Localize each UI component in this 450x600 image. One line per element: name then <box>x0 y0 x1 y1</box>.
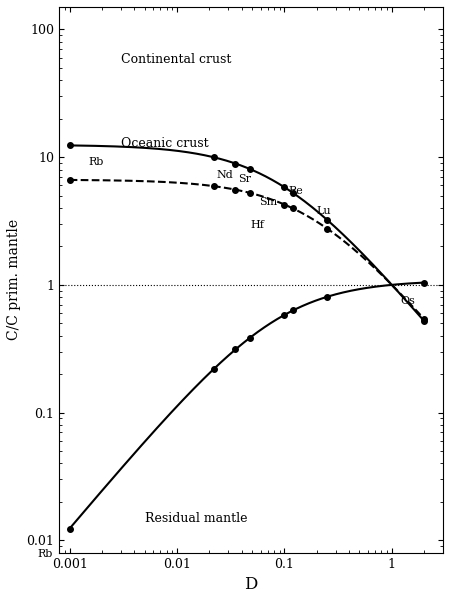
Text: Lu: Lu <box>317 206 331 216</box>
Text: Rb: Rb <box>37 549 53 559</box>
Text: Rb: Rb <box>89 157 104 167</box>
Text: Oceanic crust: Oceanic crust <box>121 137 208 150</box>
Text: Sm: Sm <box>259 197 277 208</box>
Text: Sr: Sr <box>238 174 251 184</box>
Y-axis label: C/C prim. mantle: C/C prim. mantle <box>7 219 21 340</box>
Text: Nd: Nd <box>216 170 233 181</box>
Text: Residual mantle: Residual mantle <box>145 512 247 524</box>
X-axis label: D: D <box>244 576 258 593</box>
Text: Hf: Hf <box>250 220 264 230</box>
Text: Re: Re <box>289 187 304 196</box>
Text: Os: Os <box>400 296 415 307</box>
Text: Continental crust: Continental crust <box>121 53 231 65</box>
